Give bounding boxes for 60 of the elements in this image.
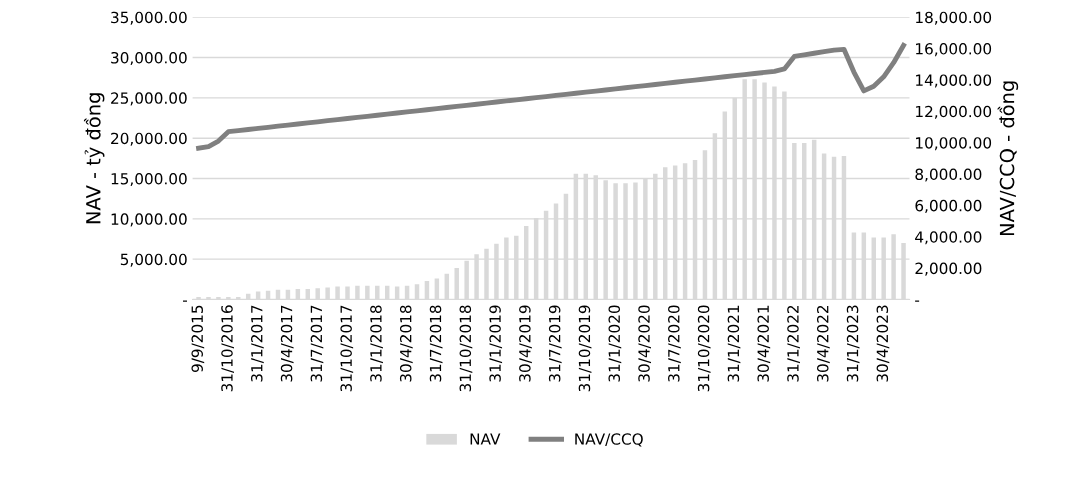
y-tick-label: 35,000.00 (111, 11, 187, 25)
x-tick-label: 31/7/2018 (429, 305, 443, 382)
bar (216, 297, 221, 300)
bar (365, 285, 370, 300)
bar (206, 297, 211, 300)
bar (335, 286, 340, 300)
x-tick-label: 31/10/2016 (221, 305, 234, 392)
x-tick-label: 31/7/2019 (548, 305, 562, 382)
y-tick-label: 25,000.00 (111, 92, 187, 106)
y-tick-label: 30,000.00 (111, 51, 187, 66)
bar (345, 286, 350, 300)
x-tick-label: 30/4/2019 (519, 305, 532, 382)
x-tick-label: 31/1/2018 (370, 305, 383, 382)
legend-label: NAV (470, 433, 501, 445)
y2-axis-title: NAV/CCQ - đồng (997, 81, 1019, 236)
y2-tick-label: 2,000.00 (915, 262, 982, 276)
line-series (196, 42, 906, 151)
x-tick-label: 30/4/2022 (816, 305, 830, 382)
y-axis-title: NAV - tỷ đồng (83, 93, 105, 224)
bar (325, 287, 330, 300)
x-tick-label: 31/10/2020 (697, 305, 711, 392)
bar (226, 297, 231, 300)
x-tick-label: 31/7/2020 (668, 305, 681, 382)
x-tick-label: 30/4/2017 (280, 305, 294, 382)
x-tick-label: 31/1/2020 (608, 305, 622, 382)
y2-tick-label: 12,000.00 (916, 105, 992, 119)
bar (315, 288, 320, 300)
y2-tick-label: 16,000.00 (916, 43, 992, 57)
x-tick-label: 30/4/2020 (638, 305, 652, 382)
x-tick-label: 31/1/2023 (846, 305, 860, 382)
bar (236, 297, 241, 300)
y2-tick-label: 6,000.00 (915, 199, 982, 213)
x-tick-label: 31/1/2017 (251, 305, 264, 382)
bar (196, 297, 201, 300)
y-tick-label: 10,000.00 (111, 213, 187, 227)
y2-tick-label: 8,000.00 (915, 168, 982, 182)
x-tick-label: 31/1/2022 (787, 305, 800, 382)
x-tick-label: 31/1/2019 (489, 305, 503, 382)
x-tick-label: 30/4/2018 (399, 305, 413, 382)
y2-tick-label: 4,000.00 (915, 231, 982, 245)
x-tick-label: 30/4/2023 (876, 305, 890, 382)
y2-tick-label: 14,000.00 (916, 74, 992, 88)
y-tick-label: 15,000.00 (111, 172, 187, 187)
x-tick-label: 30/4/2021 (757, 305, 771, 382)
x-tick-label: 31/10/2017 (340, 305, 354, 392)
y-tick-label: 20,000.00 (111, 132, 187, 146)
x-tick-label: 31/10/2018 (459, 305, 473, 392)
bar (355, 285, 360, 300)
bar (454, 268, 459, 300)
y-tick-label: 5,000.00 (120, 253, 187, 267)
x-tick-label: 31/1/2021 (727, 305, 741, 382)
x-tick-label: 9/9/2015 (191, 305, 205, 373)
legend-label: NAV/CCQ (575, 433, 643, 447)
y-tick-label: - (182, 300, 187, 302)
y2-tick-label: 10,000.00 (916, 137, 992, 151)
bar (375, 285, 380, 300)
y2-tick-label: - (915, 300, 920, 302)
y2-tick-label: 18,000.00 (916, 11, 992, 25)
x-tick-label: 31/7/2017 (310, 305, 324, 382)
x-tick-label: 31/10/2019 (578, 305, 592, 392)
